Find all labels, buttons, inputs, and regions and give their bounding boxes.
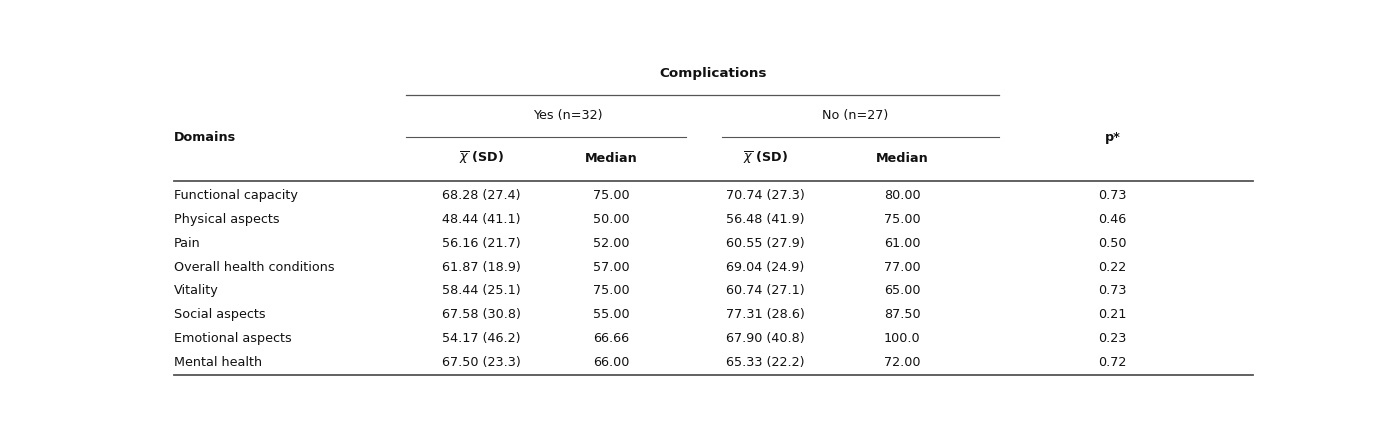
Text: Functional capacity: Functional capacity — [174, 189, 298, 202]
Text: 60.55 (27.9): 60.55 (27.9) — [725, 237, 805, 250]
Text: 75.00: 75.00 — [593, 189, 629, 202]
Text: 67.50 (23.3): 67.50 (23.3) — [443, 356, 521, 368]
Text: 60.74 (27.1): 60.74 (27.1) — [725, 284, 805, 297]
Text: No (n=27): No (n=27) — [823, 110, 888, 122]
Text: 65.33 (22.2): 65.33 (22.2) — [727, 356, 805, 368]
Text: 66.00: 66.00 — [593, 356, 629, 368]
Text: 57.00: 57.00 — [593, 261, 629, 274]
Text: 77.31 (28.6): 77.31 (28.6) — [725, 308, 805, 321]
Text: 67.58 (30.8): 67.58 (30.8) — [443, 308, 521, 321]
Text: Pain: Pain — [174, 237, 200, 250]
Text: 61.00: 61.00 — [884, 237, 920, 250]
Text: 65.00: 65.00 — [884, 284, 920, 297]
Text: 52.00: 52.00 — [593, 237, 629, 250]
Text: 56.16 (21.7): 56.16 (21.7) — [443, 237, 521, 250]
Text: 66.66: 66.66 — [593, 332, 629, 345]
Text: Median: Median — [585, 152, 638, 165]
Text: 56.48 (41.9): 56.48 (41.9) — [727, 213, 805, 226]
Text: 77.00: 77.00 — [884, 261, 920, 274]
Text: 67.90 (40.8): 67.90 (40.8) — [725, 332, 805, 345]
Text: p*: p* — [1105, 131, 1121, 143]
Text: 54.17 (46.2): 54.17 (46.2) — [443, 332, 521, 345]
Text: 0.73: 0.73 — [1098, 189, 1126, 202]
Text: Vitality: Vitality — [174, 284, 219, 297]
Text: Domains: Domains — [174, 131, 237, 143]
Text: 0.73: 0.73 — [1098, 284, 1126, 297]
Text: 58.44 (25.1): 58.44 (25.1) — [443, 284, 521, 297]
Text: 75.00: 75.00 — [593, 284, 629, 297]
Text: 70.74 (27.3): 70.74 (27.3) — [725, 189, 805, 202]
Text: 0.22: 0.22 — [1098, 261, 1126, 274]
Text: 50.00: 50.00 — [593, 213, 629, 226]
Text: 0.72: 0.72 — [1098, 356, 1126, 368]
Text: Complications: Complications — [660, 67, 767, 80]
Text: 0.23: 0.23 — [1098, 332, 1126, 345]
Text: 55.00: 55.00 — [593, 308, 629, 321]
Text: 87.50: 87.50 — [884, 308, 920, 321]
Text: 72.00: 72.00 — [884, 356, 920, 368]
Text: 0.21: 0.21 — [1098, 308, 1126, 321]
Text: Median: Median — [876, 152, 928, 165]
Text: $\overline{\chi}$ (SD): $\overline{\chi}$ (SD) — [459, 150, 504, 167]
Text: Emotional aspects: Emotional aspects — [174, 332, 292, 345]
Text: Yes (n=32): Yes (n=32) — [533, 110, 603, 122]
Text: $\overline{\chi}$ (SD): $\overline{\chi}$ (SD) — [743, 150, 788, 167]
Text: Mental health: Mental health — [174, 356, 262, 368]
Text: 100.0: 100.0 — [884, 332, 920, 345]
Text: 75.00: 75.00 — [884, 213, 920, 226]
Text: 0.46: 0.46 — [1098, 213, 1126, 226]
Text: 69.04 (24.9): 69.04 (24.9) — [727, 261, 805, 274]
Text: Overall health conditions: Overall health conditions — [174, 261, 334, 274]
Text: 61.87 (18.9): 61.87 (18.9) — [443, 261, 521, 274]
Text: 48.44 (41.1): 48.44 (41.1) — [443, 213, 521, 226]
Text: Social aspects: Social aspects — [174, 308, 266, 321]
Text: 68.28 (27.4): 68.28 (27.4) — [443, 189, 521, 202]
Text: 0.50: 0.50 — [1098, 237, 1126, 250]
Text: 80.00: 80.00 — [884, 189, 920, 202]
Text: Physical aspects: Physical aspects — [174, 213, 280, 226]
